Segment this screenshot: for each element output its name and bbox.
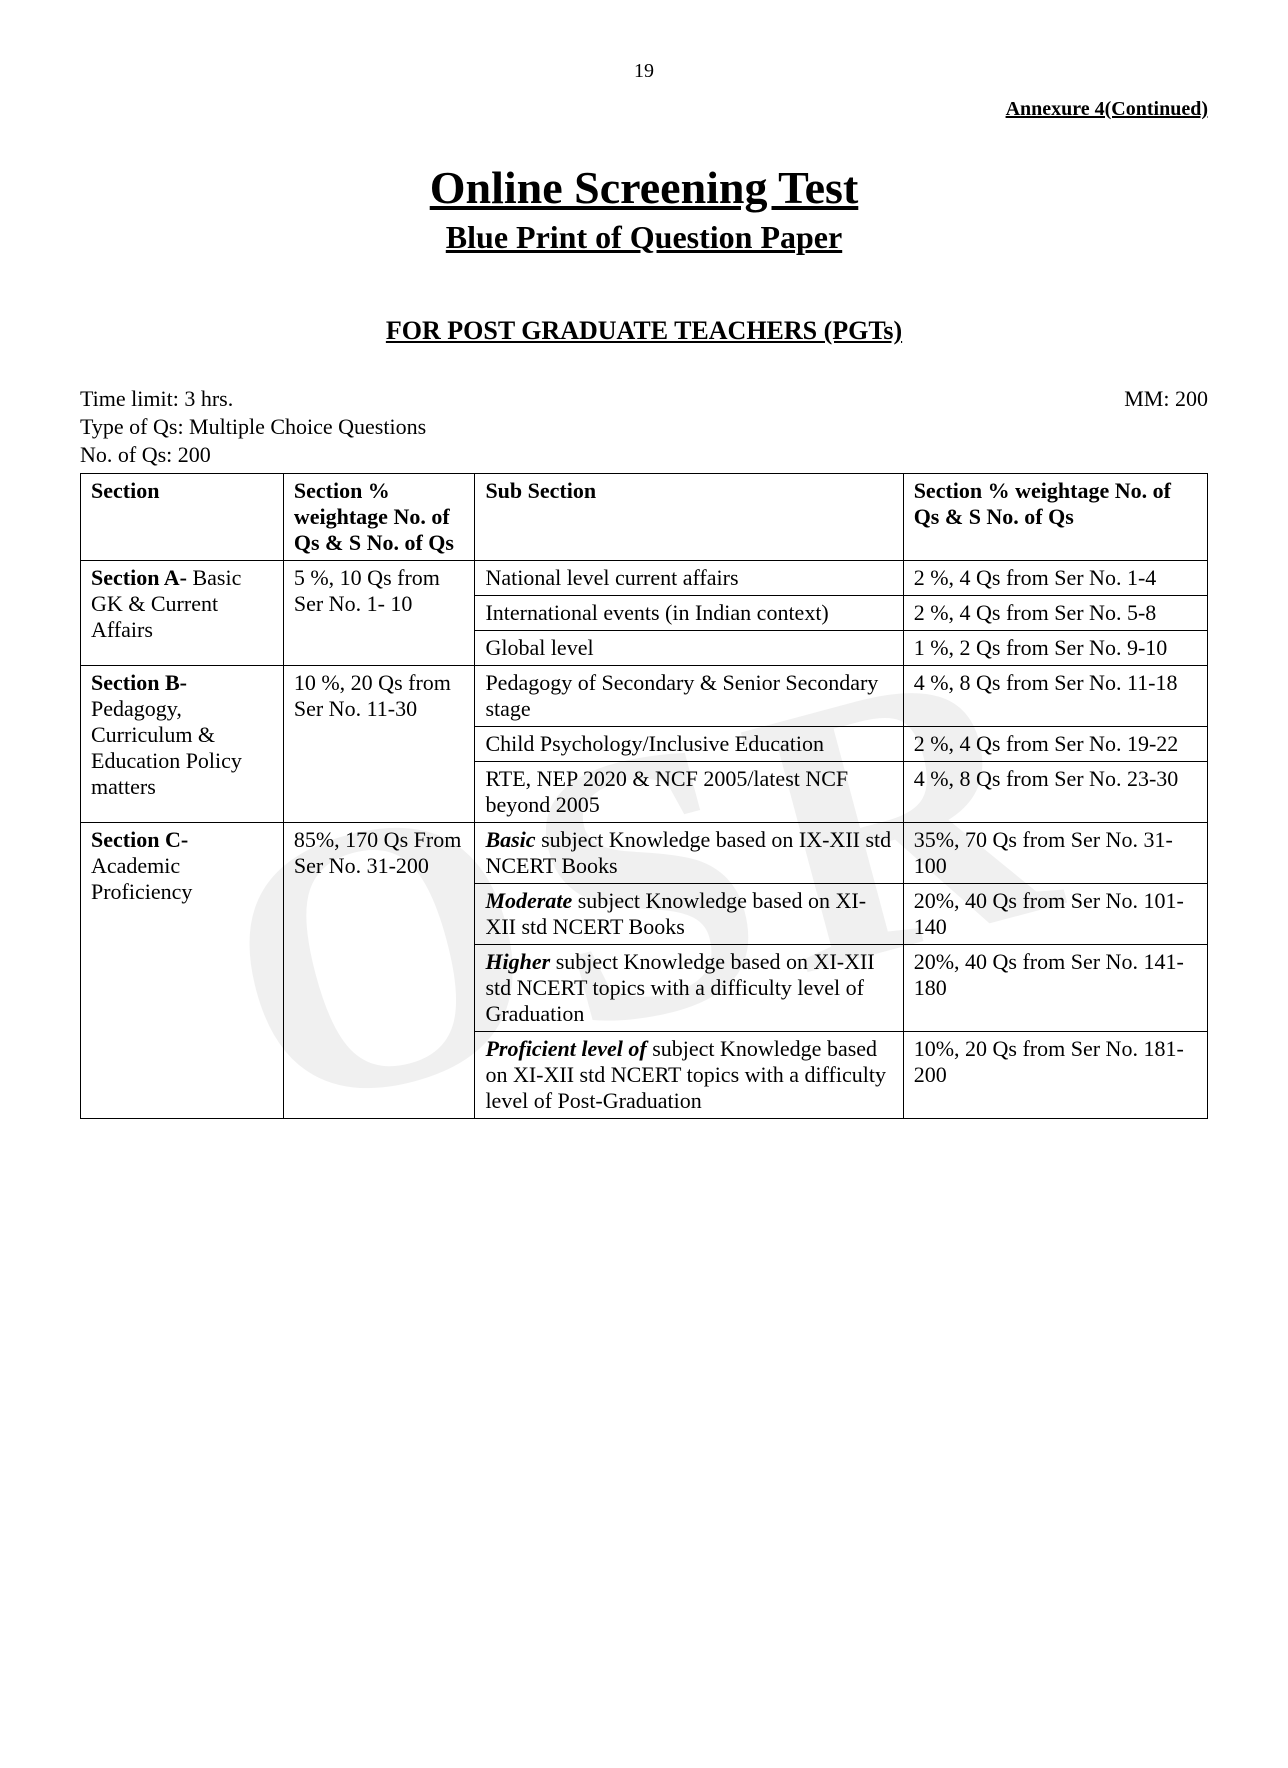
section-c-rest: Academic Proficiency [91, 853, 192, 904]
info-block: Time limit: 3 hrs. MM: 200 Type of Qs: M… [80, 386, 1208, 468]
sub-weightage-cell: 4 %, 8 Qs from Ser No. 11-18 [903, 666, 1207, 727]
subsection-cell: RTE, NEP 2020 & NCF 2005/latest NCF beyo… [475, 762, 903, 823]
sub-weightage-cell: 1 %, 2 Qs from Ser No. 9-10 [903, 631, 1207, 666]
annexure-label: Annexure 4(Continued) [80, 98, 1208, 121]
section-b-bold: Section B- [91, 670, 187, 695]
subsection-cell: Child Psychology/Inclusive Education [475, 727, 903, 762]
subsection-cell: Proficient level of subject Knowledge ba… [475, 1032, 903, 1119]
document-content: 19 Annexure 4(Continued) Online Screenin… [80, 60, 1208, 1119]
sub-weightage-cell: 20%, 40 Qs from Ser No. 141-180 [903, 945, 1207, 1032]
subsection-cell: Global level [475, 631, 903, 666]
sub-bold: Moderate [485, 888, 572, 913]
blueprint-table: Section Section % weightage No. of Qs & … [80, 473, 1208, 1119]
max-marks: MM: 200 [1124, 386, 1208, 412]
header-sub-weightage: Section % weightage No. of Qs & S No. of… [903, 474, 1207, 561]
type-of-qs: Type of Qs: Multiple Choice Questions [80, 414, 1208, 440]
section-a-weightage: 5 %, 10 Qs from Ser No. 1- 10 [283, 561, 475, 666]
time-limit: Time limit: 3 hrs. [80, 386, 233, 412]
sub-weightage-cell: 2 %, 4 Qs from Ser No. 19-22 [903, 727, 1207, 762]
table-header-row: Section Section % weightage No. of Qs & … [81, 474, 1208, 561]
page-number: 19 [80, 60, 1208, 83]
subsection-cell: Higher subject Knowledge based on XI-XII… [475, 945, 903, 1032]
sub-weightage-cell: 2 %, 4 Qs from Ser No. 5-8 [903, 596, 1207, 631]
subsection-cell: Moderate subject Knowledge based on XI-X… [475, 884, 903, 945]
table-row: Section C- Academic Proficiency 85%, 170… [81, 823, 1208, 884]
sub-weightage-cell: 20%, 40 Qs from Ser No. 101-140 [903, 884, 1207, 945]
sub-weightage-cell: 2 %, 4 Qs from Ser No. 1-4 [903, 561, 1207, 596]
sub-weightage-cell: 10%, 20 Qs from Ser No. 181-200 [903, 1032, 1207, 1119]
for-heading: FOR POST GRADUATE TEACHERS (PGTs) [80, 316, 1208, 346]
sub-bold: Basic [485, 827, 535, 852]
section-a-name: Section A- Basic GK & Current Affairs [81, 561, 284, 666]
header-subsection: Sub Section [475, 474, 903, 561]
sub-weightage-cell: 4 %, 8 Qs from Ser No. 23-30 [903, 762, 1207, 823]
subsection-cell: International events (in Indian context) [475, 596, 903, 631]
section-c-name: Section C- Academic Proficiency [81, 823, 284, 1119]
subsection-cell: Basic subject Knowledge based on IX-XII … [475, 823, 903, 884]
main-title: Online Screening Test [80, 161, 1208, 214]
subsection-cell: National level current affairs [475, 561, 903, 596]
sub-weightage-cell: 35%, 70 Qs from Ser No. 31-100 [903, 823, 1207, 884]
no-of-qs: No. of Qs: 200 [80, 442, 1208, 468]
sub-bold: Proficient level of [485, 1036, 646, 1061]
subsection-cell: Pedagogy of Secondary & Senior Secondary… [475, 666, 903, 727]
section-b-rest: Pedagogy, Curriculum & Education Policy … [91, 696, 242, 799]
section-c-weightage: 85%, 170 Qs From Ser No. 31-200 [283, 823, 475, 1119]
header-weightage: Section % weightage No. of Qs & S No. of… [283, 474, 475, 561]
section-c-bold: Section C- [91, 827, 188, 852]
subtitle: Blue Print of Question Paper [80, 219, 1208, 256]
section-a-bold: Section A- [91, 565, 187, 590]
sub-rest: subject Knowledge based on IX-XII std NC… [485, 827, 891, 878]
section-b-name: Section B- Pedagogy, Curriculum & Educat… [81, 666, 284, 823]
table-row: Section B- Pedagogy, Curriculum & Educat… [81, 666, 1208, 727]
section-b-weightage: 10 %, 20 Qs from Ser No. 11-30 [283, 666, 475, 823]
header-section: Section [81, 474, 284, 561]
table-row: Section A- Basic GK & Current Affairs 5 … [81, 561, 1208, 596]
sub-bold: Higher [485, 949, 550, 974]
